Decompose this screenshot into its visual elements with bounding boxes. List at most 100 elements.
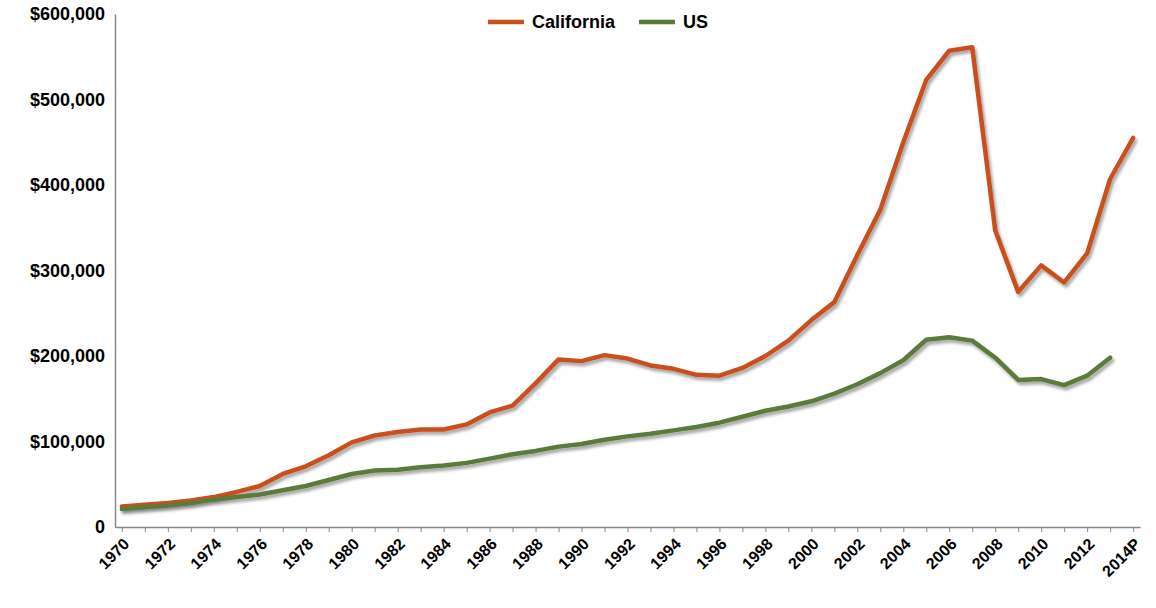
x-tick-mark: [306, 527, 307, 532]
x-tick: [972, 527, 973, 532]
x-tick-label: 1990: [555, 535, 592, 572]
x-tick-label: 1992: [601, 535, 638, 572]
x-tick-mark: [329, 527, 330, 532]
x-tick-label: 1970: [95, 535, 132, 572]
x-tick: [237, 527, 238, 532]
x-tick: 2002: [831, 527, 868, 572]
y-tick-label: $400,000: [30, 175, 105, 195]
x-tick-mark: [834, 527, 835, 532]
x-tick: 2010: [1015, 527, 1052, 572]
x-tick-label: 2008: [969, 535, 1006, 572]
x-tick-mark: [880, 527, 881, 532]
x-tick-mark: [582, 527, 583, 532]
x-tick: 2000: [785, 527, 822, 572]
legend-item: California: [488, 12, 616, 32]
x-tick: 2012: [1061, 527, 1098, 572]
x-tick-mark: [1087, 527, 1088, 532]
x-tick: 1978: [279, 527, 316, 572]
x-tick-label: 2010: [1015, 535, 1052, 572]
x-tick: 2014P: [1099, 527, 1144, 580]
x-tick-mark: [375, 527, 376, 532]
y-tick-label: $300,000: [30, 261, 105, 281]
x-tick: 1984: [417, 527, 454, 572]
y-tick: $500,000: [30, 90, 115, 110]
x-axis: 1970197219741976197819801982198419861988…: [95, 527, 1144, 580]
y-tick: $100,000: [30, 432, 115, 452]
x-tick-mark: [398, 527, 399, 532]
x-tick: [1110, 527, 1111, 532]
x-tick-mark: [1133, 527, 1134, 532]
x-tick: 1998: [739, 527, 776, 572]
y-axis: 0 $100,000 $200,000 $300,000 $400,000 $500,00…: [30, 4, 116, 537]
x-tick: [191, 527, 192, 532]
x-tick-mark: [650, 527, 651, 532]
x-tick-mark: [145, 527, 146, 532]
x-tick-label: 1994: [647, 535, 684, 572]
x-tick-mark: [237, 527, 238, 532]
x-tick-mark: [513, 527, 514, 532]
x-tick: [421, 527, 422, 532]
legend-label: US: [683, 12, 708, 32]
chart: 0 $100,000 $200,000 $300,000 $400,000 $500,00…: [0, 0, 1156, 608]
x-tick-mark: [1110, 527, 1111, 532]
x-tick: 1994: [647, 527, 684, 572]
x-tick: [834, 527, 835, 532]
x-tick-mark: [490, 527, 491, 532]
x-tick: [880, 527, 881, 532]
plot: 0 $100,000 $200,000 $300,000 $400,000 $500,00…: [30, 4, 1144, 580]
y-tick: $400,000: [30, 175, 115, 195]
x-tick: [559, 527, 560, 532]
x-tick-label: 1982: [371, 535, 408, 572]
x-tick-mark: [283, 527, 284, 532]
x-tick: 1974: [187, 527, 224, 572]
y-tick-label: $500,000: [30, 90, 105, 110]
x-tick: 2004: [877, 527, 914, 572]
legend-item: US: [639, 12, 708, 32]
x-tick-mark: [214, 527, 215, 532]
x-tick-label: 2004: [877, 535, 914, 572]
x-tick: [926, 527, 927, 532]
x-tick-label: 1978: [279, 535, 316, 572]
x-tick-mark: [536, 527, 537, 532]
x-tick-mark: [421, 527, 422, 532]
x-tick-mark: [811, 527, 812, 532]
x-tick: [696, 527, 697, 532]
y-axis-line: [115, 15, 117, 528]
x-tick-label: 2000: [785, 535, 822, 572]
x-tick: [650, 527, 651, 532]
x-tick: [283, 527, 284, 532]
x-tick: 1980: [325, 527, 362, 572]
x-tick: [467, 527, 468, 532]
y-tick-label: $100,000: [30, 432, 105, 452]
x-tick-label: 1986: [463, 535, 500, 572]
x-tick-label: 2012: [1061, 535, 1098, 572]
x-tick: [513, 527, 514, 532]
y-tick: 0: [95, 517, 115, 537]
x-tick-label: 2002: [831, 535, 868, 572]
x-tick-mark: [719, 527, 720, 532]
x-tick: 1986: [463, 527, 500, 572]
x-tick-mark: [559, 527, 560, 532]
x-tick-label: 2006: [923, 535, 960, 572]
x-tick-mark: [1064, 527, 1065, 532]
x-tick: [1018, 527, 1019, 532]
x-tick: 1990: [555, 527, 592, 572]
x-tick: 1996: [693, 527, 730, 572]
x-tick-mark: [903, 527, 904, 532]
x-tick-label: 2014P: [1099, 535, 1144, 580]
y-tick: $600,000: [30, 4, 115, 24]
x-tick: 2008: [969, 527, 1006, 572]
x-tick-mark: [628, 527, 629, 532]
x-tick-mark: [122, 527, 123, 532]
x-tick-label: 1980: [325, 535, 362, 572]
x-tick: 1982: [371, 527, 408, 572]
y-tick-label: $200,000: [30, 346, 105, 366]
x-tick: 1992: [601, 527, 638, 572]
x-tick: [329, 527, 330, 532]
x-tick: [1064, 527, 1065, 532]
x-tick-mark: [972, 527, 973, 532]
y-tick: $200,000: [30, 346, 115, 366]
legend-swatch: [488, 20, 524, 25]
x-tick: 1988: [509, 527, 546, 572]
x-tick-mark: [260, 527, 261, 532]
